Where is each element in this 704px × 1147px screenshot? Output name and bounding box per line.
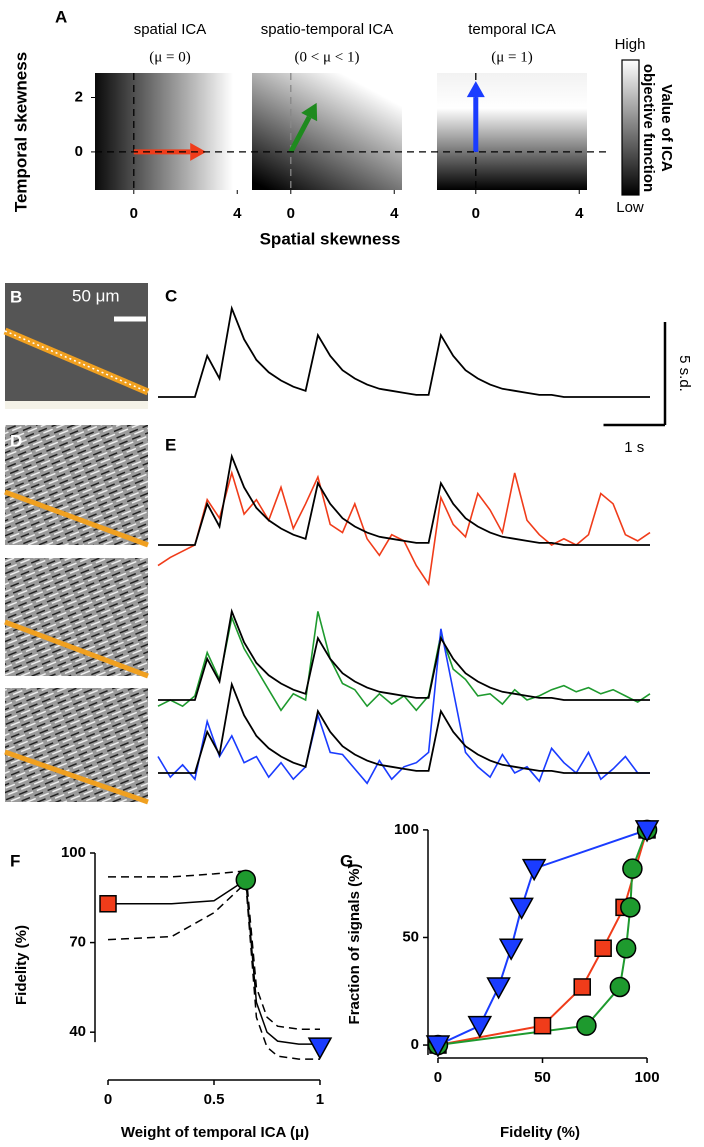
panel-label: C xyxy=(165,286,177,305)
y-tick-label: 50 xyxy=(402,928,419,945)
y-axis-label: Fidelity (%) xyxy=(13,925,30,1005)
heatmap xyxy=(95,73,245,190)
y-tick-label: 100 xyxy=(61,844,86,861)
subplot-title: temporal ICA xyxy=(468,21,556,38)
y-tick-label: 70 xyxy=(69,934,86,951)
curve xyxy=(108,880,320,1044)
subplot-subtitle: (μ = 0) xyxy=(149,49,191,65)
x-tick-label: 0 xyxy=(287,205,295,222)
panel-label: B xyxy=(10,287,22,306)
marker xyxy=(595,940,611,956)
true-trace xyxy=(158,308,650,397)
panel-label: F xyxy=(10,851,20,870)
y-axis-label: Temporal skewness xyxy=(11,52,30,212)
scale-bar-y-label: 5 s.d. xyxy=(676,355,693,392)
marker xyxy=(610,977,629,996)
figure: B 50 μm D Aspatial ICA(μ = 0)0402spatio-… xyxy=(0,0,704,1147)
marker xyxy=(535,1018,551,1034)
images-d xyxy=(5,425,148,802)
colorbar-high: High xyxy=(615,36,646,53)
marker xyxy=(511,898,533,918)
image xyxy=(5,558,148,676)
heatmap xyxy=(437,73,587,190)
x-tick-label: 0 xyxy=(434,1069,442,1086)
true-trace xyxy=(158,456,650,545)
marker xyxy=(621,898,640,917)
x-tick-label: 4 xyxy=(390,205,399,222)
image xyxy=(5,425,148,545)
marker xyxy=(577,1016,596,1035)
y-tick-label: 0 xyxy=(75,143,83,160)
y-tick-label: 40 xyxy=(69,1023,86,1040)
colorbar-label: objective function xyxy=(640,64,657,192)
heatmap xyxy=(252,73,402,190)
x-tick-label: 4 xyxy=(575,205,584,222)
subplot-title: spatial ICA xyxy=(134,21,207,38)
x-tick-label: 1 xyxy=(316,1091,324,1108)
marker xyxy=(309,1038,331,1058)
true-trace xyxy=(158,684,650,773)
scale-bar-label: 50 μm xyxy=(72,286,120,305)
subplot-title: spatio-temporal ICA xyxy=(261,21,394,38)
x-tick-label: 0 xyxy=(104,1091,112,1108)
x-tick-label: 0.5 xyxy=(204,1091,225,1108)
x-axis-label: Fidelity (%) xyxy=(500,1124,580,1141)
estimate-trace xyxy=(158,473,650,584)
x-tick-label: 0 xyxy=(472,205,480,222)
x-tick-label: 50 xyxy=(534,1069,551,1086)
subplot-subtitle: (μ = 1) xyxy=(491,49,533,65)
marker xyxy=(236,870,255,889)
panel-label: D xyxy=(10,431,22,450)
marker xyxy=(500,939,522,959)
x-tick-label: 100 xyxy=(635,1069,660,1086)
marker xyxy=(623,859,642,878)
x-axis-label: Weight of temporal ICA (μ) xyxy=(121,1124,309,1141)
marker xyxy=(469,1017,491,1037)
panel-label: A xyxy=(55,7,67,26)
x-axis-label: Spatial skewness xyxy=(260,229,401,248)
marker xyxy=(523,860,545,880)
y-tick-label: 100 xyxy=(394,821,419,838)
curve xyxy=(108,883,320,1059)
image xyxy=(5,688,148,802)
x-tick-label: 4 xyxy=(233,205,242,222)
y-axis-label: Fraction of signals (%) xyxy=(346,864,363,1025)
y-tick-label: 0 xyxy=(411,1036,419,1053)
scale-bar-x-label: 1 s xyxy=(624,439,644,456)
marker xyxy=(617,939,636,958)
x-tick-label: 0 xyxy=(130,205,138,222)
marker xyxy=(488,978,510,998)
colorbar-low: Low xyxy=(616,199,644,216)
y-tick-label: 2 xyxy=(75,88,83,105)
colorbar xyxy=(622,60,639,195)
estimate-trace xyxy=(158,629,650,784)
marker xyxy=(100,896,116,912)
marker xyxy=(574,979,590,995)
image-strip xyxy=(5,401,148,409)
colorbar-label: Value of ICA xyxy=(658,84,675,172)
curve xyxy=(108,871,320,1029)
panel-label: E xyxy=(165,435,176,454)
subplot-subtitle: (0 < μ < 1) xyxy=(295,49,360,65)
